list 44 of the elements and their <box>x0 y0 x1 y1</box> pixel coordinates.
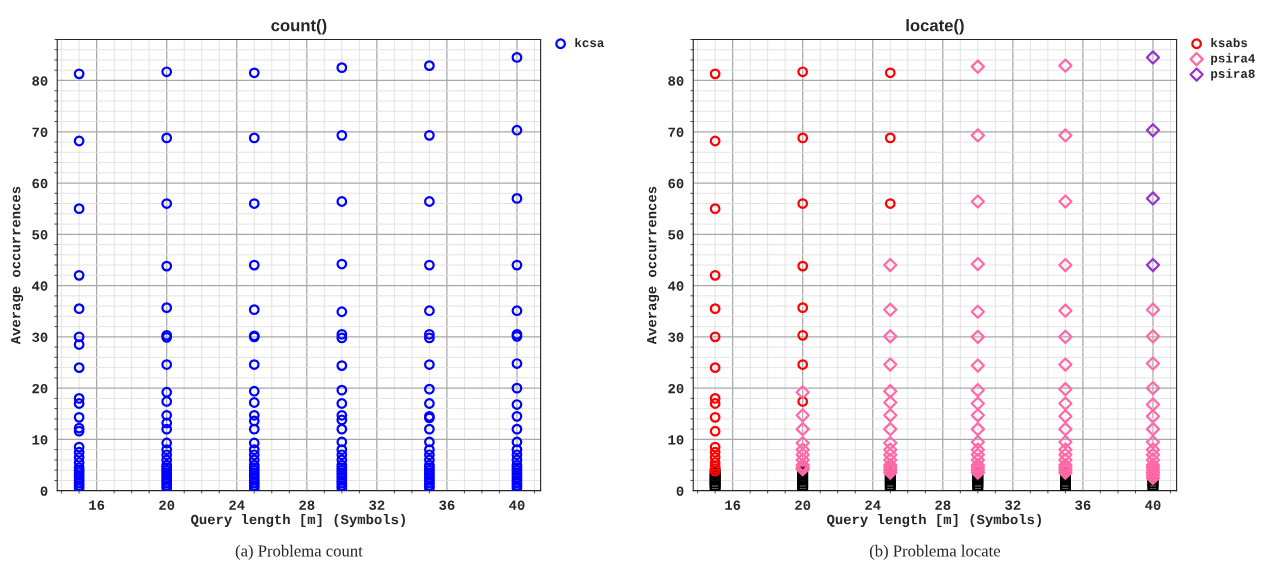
y-tick-label: 60 <box>32 178 48 189</box>
y-tick-label: 50 <box>32 230 48 240</box>
y-tick-label: 50 <box>668 230 684 240</box>
x-tick-label: 36 <box>1075 500 1091 510</box>
x-tick-label: 20 <box>159 500 175 510</box>
chart-title: count() <box>271 19 327 35</box>
x-tick-label: 24 <box>229 500 245 510</box>
y-tick-label: 30 <box>668 332 684 343</box>
y-tick-label: 60 <box>668 178 684 189</box>
legend-label: kcsa <box>575 37 605 48</box>
y-tick-label: 70 <box>32 127 48 137</box>
y-tick-label: 20 <box>32 383 48 394</box>
x-tick-label: 16 <box>725 500 741 510</box>
y-tick-label: 0 <box>40 486 48 496</box>
x-tick-label: 28 <box>935 500 951 510</box>
y-tick-label: 0 <box>676 486 684 496</box>
x-tick-label: 40 <box>1145 500 1161 510</box>
legend-label: ksabs <box>1211 37 1248 48</box>
y-tick-label: 80 <box>32 76 48 86</box>
x-tick-label: 20 <box>795 500 811 510</box>
x-tick-label: 32 <box>1005 500 1021 510</box>
y-tick-label: 10 <box>32 435 48 445</box>
x-axis-title: Query length [m] (Symbols) <box>191 514 405 528</box>
x-tick-label: 32 <box>369 500 385 510</box>
y-axis-title: Average occurrences <box>11 186 24 345</box>
y-tick-label: 10 <box>668 435 684 445</box>
y-tick-label: 40 <box>32 281 48 291</box>
y-axis-title: Average occurrences <box>647 186 660 345</box>
chart-title: locate() <box>906 19 964 35</box>
x-tick-label: 40 <box>509 500 525 510</box>
text: (a) Problema count <box>235 544 363 560</box>
y-tick-label: 40 <box>668 281 684 291</box>
y-tick-label: 20 <box>668 383 684 394</box>
y-tick-label: 30 <box>32 332 48 343</box>
text: (b) Problema locate <box>869 544 1001 560</box>
legend-label: psira4 <box>1211 53 1255 66</box>
y-tick-label: 80 <box>668 76 684 86</box>
legend-label: psira8 <box>1211 68 1255 81</box>
x-tick-label: 36 <box>439 500 455 510</box>
x-tick-label: 28 <box>299 500 315 510</box>
y-tick-label: 70 <box>668 127 684 137</box>
x-tick-label: 24 <box>865 500 881 510</box>
x-axis-title: Query length [m] (Symbols) <box>827 514 1041 528</box>
x-tick-label: 16 <box>89 500 105 510</box>
